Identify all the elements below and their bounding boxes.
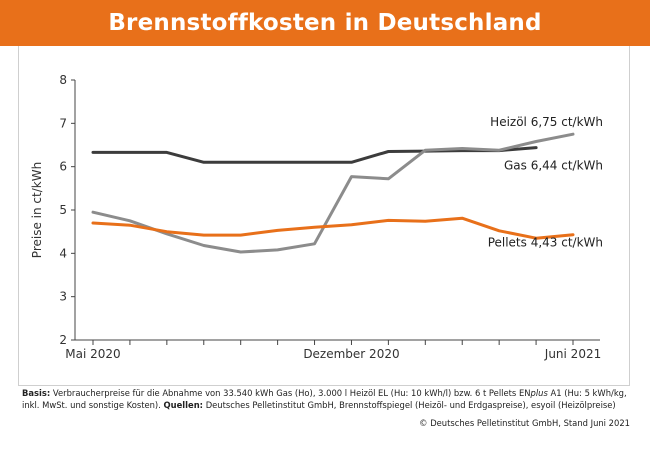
y-tick-label: 5: [59, 203, 67, 217]
y-tick-label: 8: [59, 73, 67, 87]
y-tick-label: 6: [59, 160, 67, 174]
basis-label: Basis:: [22, 388, 51, 398]
basis-text-2: A1 (Hu: 5 kWh/kg, inkl. MwSt. und sonsti…: [22, 388, 627, 410]
sources-text: Deutsches Pelletinstitut GmbH, Brennstof…: [203, 399, 616, 410]
series-label-gas: Gas 6,44 ct/kWh: [504, 159, 603, 173]
basis-italic: plus: [530, 388, 548, 398]
chart-title: Brennstoffkosten in Deutschland: [108, 10, 542, 36]
footnote: Basis: Verbraucherpreise für die Abnahme…: [22, 388, 632, 411]
credit-line: © Deutsches Pelletinstitut GmbH, Stand J…: [419, 418, 630, 428]
series-labels: Gas 6,44 ct/kWh Heizöl 6,75 ct/kWh Pellets…: [488, 115, 603, 250]
x-tick-label: Juni 2021: [544, 347, 601, 361]
series-line-gas: [91, 146, 538, 164]
axes: 2 3 4 5 6 7 8 Mai 2020 Dezember 2020 Juni 2021 Pre…: [30, 73, 601, 361]
y-tick-label: 3: [59, 290, 67, 304]
x-tick-label: Mai 2020: [65, 347, 120, 361]
series-label-heizl: Heizöl 6,75 ct/kWh: [490, 115, 603, 129]
series-lines: [91, 132, 575, 254]
y-axis-label: Preise in ct/kWh: [30, 162, 44, 258]
line-chart: 2 3 4 5 6 7 8 Mai 2020 Dezember 2020 Juni 2021 Pre…: [30, 73, 603, 361]
y-tick-label: 7: [59, 116, 67, 130]
y-tick-label: 2: [59, 333, 67, 347]
series-line-heizl: [91, 132, 575, 254]
y-tick-label: 4: [59, 246, 67, 260]
title-bar: Brennstoffkosten in Deutschland: [0, 0, 650, 46]
chart-frame: [18, 46, 630, 386]
series-line-pellets: [91, 216, 575, 240]
basis-text: Verbraucherpreise für die Abnahme von 33…: [50, 388, 531, 398]
sources-label: Quellen:: [163, 399, 204, 410]
x-tick-label: Dezember 2020: [303, 347, 399, 361]
series-label-pellets: Pellets 4,43 ct/kWh: [488, 236, 603, 250]
